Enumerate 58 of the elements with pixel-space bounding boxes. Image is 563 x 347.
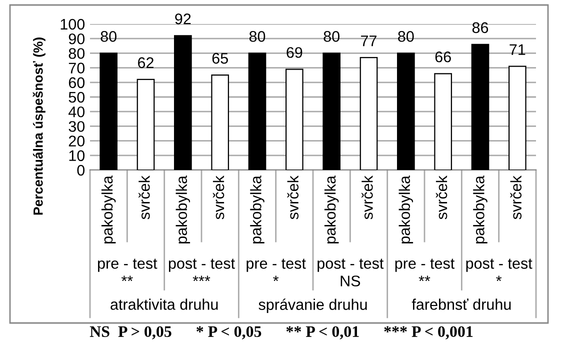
text: post - test *** (168, 258, 235, 282)
bar (397, 52, 415, 170)
y-tick-label: 30 (68, 121, 85, 132)
bar (100, 52, 118, 170)
x-tick-label: pakobylka (101, 176, 116, 244)
data-label: 71 (510, 44, 526, 55)
bar (136, 78, 155, 170)
data-label: 80 (100, 31, 116, 42)
x-tick-label: svrček (510, 176, 522, 220)
data-label: 92 (175, 14, 191, 24)
text: správanie druhu (258, 298, 367, 313)
y-axis-title: Percentuálna úspešnosť (%) (32, 38, 46, 215)
text: farebnsť druhu (412, 298, 511, 310)
data-label: 80 (324, 31, 340, 42)
x-tick-label: pakobylka (473, 176, 488, 244)
bar (322, 52, 340, 170)
text: post - test * (466, 258, 532, 282)
x-tick-label: svrček (287, 176, 299, 220)
y-tick-label: 40 (68, 106, 85, 118)
x-tick-label: svrček (436, 176, 448, 220)
bar (248, 52, 266, 170)
x-tick-label: svrček (362, 176, 373, 220)
bar (286, 68, 304, 170)
text: atraktivita druhu (110, 298, 218, 310)
text: pre - test ** (98, 258, 158, 282)
bar (174, 35, 192, 170)
data-label: 77 (361, 36, 376, 46)
text: pre - test * (246, 258, 306, 282)
data-label: 65 (212, 52, 228, 64)
y-tick-label: 10 (69, 150, 85, 162)
bar (360, 57, 378, 170)
x-tick-label: pakobylka (250, 176, 264, 244)
y-tick-label: 70 (68, 62, 85, 74)
data-label: 80 (398, 31, 414, 42)
y-tick-label: 0 (77, 164, 85, 176)
data-label: 62 (138, 57, 154, 68)
x-tick-label: svrček (138, 176, 150, 220)
data-label: 66 (435, 51, 451, 62)
bar (211, 74, 229, 170)
y-tick-label: 80 (68, 48, 85, 59)
x-tick-label: pakobylka (398, 176, 414, 244)
x-tick-label: pakobylka (324, 176, 339, 244)
text: pre - test ** (395, 258, 455, 282)
y-tick-label: 50 (68, 92, 85, 103)
y-tick-label: 20 (68, 136, 85, 146)
y-tick-label: 100 (60, 18, 85, 30)
y-tick-label: 90 (68, 33, 85, 44)
bar (434, 73, 452, 170)
bar (471, 44, 490, 170)
text: post - test NS (318, 258, 384, 286)
data-label: 80 (249, 31, 266, 42)
bar (508, 66, 526, 170)
x-tick-label: svrček (212, 176, 224, 220)
text: NS P > 0,05 * P < 0,05 ** P < 0,01 *** P < 0,001 (90, 326, 473, 340)
y-tick-label: 60 (68, 77, 85, 88)
data-label: 86 (472, 22, 488, 34)
x-tick-label: pakobylka (176, 176, 190, 244)
data-label: 69 (286, 47, 302, 58)
